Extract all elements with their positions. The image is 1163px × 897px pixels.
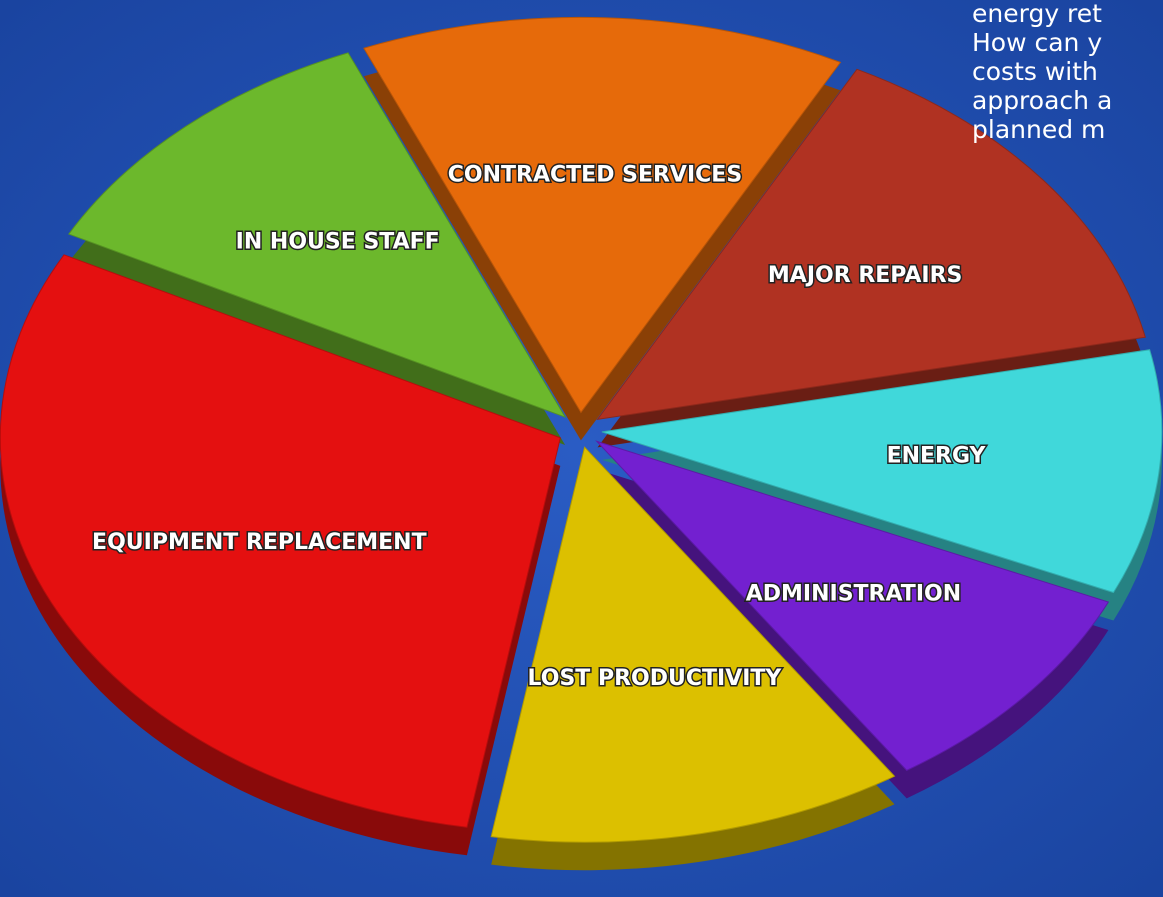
pie-tops <box>0 16 1163 843</box>
text-line: planned m <box>972 115 1105 144</box>
slice <box>601 349 1163 594</box>
text-line: energy ret <box>972 0 1102 28</box>
slice <box>596 68 1146 421</box>
slice-label: MAJOR REPAIRS <box>768 263 962 288</box>
slice-label: CONTRACTED SERVICES <box>448 163 742 188</box>
slice-label: IN HOUSE STAFF <box>236 230 440 255</box>
slice-label: ENERGY <box>887 444 987 469</box>
slice <box>363 16 842 414</box>
text-line: approach a <box>972 86 1112 115</box>
slice-label: LOST PRODUCTIVITY <box>528 666 783 691</box>
text-line: costs with <box>972 57 1098 86</box>
slice-label: EQUIPMENT REPLACEMENT <box>92 530 427 555</box>
labels: ENERGY ADMINISTRATION LOST PRODUCTIVITY EQU… <box>91 161 989 692</box>
slice <box>68 52 567 419</box>
slice <box>0 254 561 828</box>
slice-label: ADMINISTRATION <box>746 581 961 606</box>
text-line: How can y <box>972 28 1102 57</box>
slice <box>490 446 896 843</box>
slice <box>595 440 1110 771</box>
